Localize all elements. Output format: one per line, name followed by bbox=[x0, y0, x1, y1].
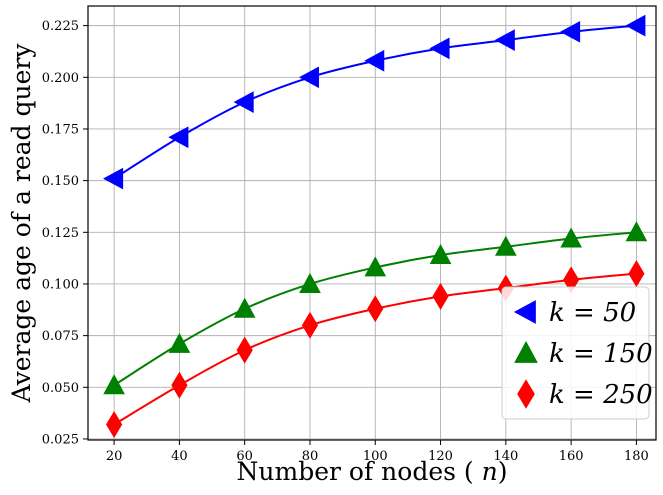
y-tick-label: 0.200 bbox=[42, 71, 79, 86]
y-tick-label: 0.075 bbox=[42, 329, 79, 344]
x-tick-label: 120 bbox=[428, 449, 453, 464]
y-tick-label: 0.050 bbox=[42, 381, 79, 396]
y-axis-ticks: 0.025 0.050 0.075 0.100 0.125 0.150 0.175 0.200… bbox=[42, 19, 88, 447]
series-3 bbox=[106, 260, 645, 438]
x-axis-title-tail: ) bbox=[498, 457, 508, 486]
data-point bbox=[628, 260, 645, 288]
y-tick-label: 0.125 bbox=[42, 226, 79, 241]
data-point bbox=[168, 332, 191, 353]
x-tick-label: 140 bbox=[493, 449, 518, 464]
data-point bbox=[171, 371, 188, 399]
legend-marker bbox=[514, 340, 538, 363]
legend: k = 50 k = 150 k = 250 bbox=[501, 286, 653, 420]
data-point bbox=[560, 20, 581, 43]
x-axis-title-text: Number of nodes ( bbox=[237, 457, 474, 486]
data-point bbox=[299, 272, 321, 293]
legend-label: k = 50 bbox=[549, 298, 636, 328]
data-point bbox=[168, 126, 189, 149]
x-axis-title: Number of nodes ( n) bbox=[237, 457, 508, 486]
data-point bbox=[364, 49, 385, 72]
legend-marker bbox=[517, 379, 535, 409]
x-tick-label: 40 bbox=[171, 449, 188, 464]
data-point bbox=[432, 282, 449, 310]
data-point bbox=[495, 235, 517, 256]
data-point bbox=[625, 14, 646, 37]
series-2 bbox=[103, 221, 648, 395]
data-point bbox=[625, 221, 648, 242]
data-point bbox=[560, 227, 582, 248]
x-tick-label: 180 bbox=[624, 449, 649, 464]
y-tick-label: 0.175 bbox=[42, 122, 79, 137]
y-tick-label: 0.225 bbox=[42, 19, 79, 34]
data-point bbox=[298, 66, 319, 89]
data-point bbox=[494, 29, 515, 51]
legend-label: k = 150 bbox=[549, 339, 653, 369]
data-point bbox=[106, 411, 123, 438]
series-group bbox=[103, 14, 648, 438]
x-axis-variable: n bbox=[482, 457, 498, 486]
data-point bbox=[364, 256, 387, 277]
x-tick-label: 20 bbox=[106, 449, 123, 464]
x-axis-ticks: 20 40 60 80 100 120 140 160 180 bbox=[106, 440, 649, 464]
data-point bbox=[367, 295, 384, 323]
data-point bbox=[103, 167, 124, 190]
series-1 bbox=[103, 14, 646, 190]
data-point bbox=[236, 336, 253, 364]
x-tick-label: 80 bbox=[302, 449, 319, 464]
data-point bbox=[301, 311, 319, 339]
y-axis-title: Average age of a read query bbox=[7, 43, 36, 404]
data-point bbox=[103, 374, 125, 395]
legend-box bbox=[501, 286, 650, 420]
x-tick-label: 60 bbox=[236, 449, 253, 464]
data-point bbox=[233, 91, 254, 113]
y-tick-label: 0.025 bbox=[42, 432, 79, 447]
legend-marker bbox=[513, 300, 536, 324]
y-tick-label: 0.150 bbox=[42, 174, 79, 189]
legend-label: k = 250 bbox=[549, 380, 653, 410]
y-tick-label: 0.100 bbox=[42, 277, 79, 292]
data-point bbox=[429, 243, 452, 265]
data-point bbox=[233, 297, 256, 318]
x-tick-label: 100 bbox=[363, 449, 388, 464]
data-point bbox=[429, 37, 450, 60]
plot-frame bbox=[87, 5, 657, 441]
x-tick-label: 160 bbox=[559, 449, 584, 464]
